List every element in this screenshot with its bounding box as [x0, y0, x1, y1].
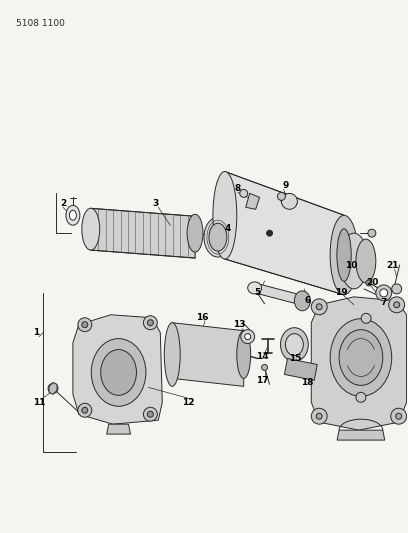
Circle shape: [389, 297, 405, 313]
Text: 10: 10: [345, 261, 357, 270]
Text: 18: 18: [301, 378, 313, 387]
Circle shape: [82, 322, 88, 328]
Circle shape: [245, 334, 251, 340]
Circle shape: [311, 408, 327, 424]
Polygon shape: [106, 424, 131, 434]
Ellipse shape: [187, 214, 203, 252]
Ellipse shape: [164, 322, 180, 386]
Polygon shape: [172, 322, 244, 386]
Polygon shape: [73, 315, 162, 424]
Text: 21: 21: [386, 261, 399, 270]
Circle shape: [368, 229, 376, 237]
Ellipse shape: [337, 229, 351, 281]
Text: 2: 2: [60, 199, 66, 208]
Circle shape: [48, 383, 58, 393]
Ellipse shape: [91, 338, 146, 406]
Text: 8: 8: [235, 184, 241, 193]
Circle shape: [380, 289, 388, 297]
Polygon shape: [284, 359, 317, 381]
Polygon shape: [246, 193, 259, 209]
Circle shape: [78, 318, 92, 332]
Circle shape: [392, 284, 401, 294]
Ellipse shape: [340, 233, 368, 289]
Ellipse shape: [209, 223, 227, 251]
Ellipse shape: [298, 294, 310, 308]
Circle shape: [311, 299, 327, 315]
Text: 6: 6: [304, 296, 310, 305]
Circle shape: [394, 302, 400, 308]
Circle shape: [262, 365, 268, 370]
Polygon shape: [337, 430, 385, 440]
Ellipse shape: [248, 282, 262, 294]
Circle shape: [316, 304, 322, 310]
Ellipse shape: [66, 205, 80, 225]
Text: 20: 20: [367, 278, 379, 287]
Ellipse shape: [237, 330, 251, 378]
Ellipse shape: [356, 239, 376, 283]
Ellipse shape: [82, 208, 100, 250]
Ellipse shape: [339, 330, 383, 385]
Ellipse shape: [280, 328, 308, 361]
Text: 17: 17: [256, 376, 269, 385]
Circle shape: [356, 392, 366, 402]
Circle shape: [316, 413, 322, 419]
Ellipse shape: [204, 217, 232, 257]
Ellipse shape: [330, 319, 392, 397]
Circle shape: [282, 193, 297, 209]
Text: 19: 19: [335, 288, 347, 297]
Text: 3: 3: [152, 199, 158, 208]
Circle shape: [391, 408, 407, 424]
Circle shape: [396, 413, 401, 419]
Text: 1: 1: [33, 328, 39, 337]
Circle shape: [366, 280, 372, 286]
Ellipse shape: [286, 334, 303, 356]
Text: 14: 14: [256, 352, 269, 361]
Circle shape: [361, 313, 371, 324]
Ellipse shape: [101, 350, 136, 395]
Text: 13: 13: [233, 320, 246, 329]
Circle shape: [376, 285, 392, 301]
Text: 16: 16: [196, 313, 208, 322]
Circle shape: [82, 407, 88, 413]
Circle shape: [144, 316, 157, 330]
Circle shape: [266, 230, 273, 236]
Ellipse shape: [213, 172, 237, 259]
Text: 15: 15: [289, 354, 302, 363]
Circle shape: [144, 407, 157, 421]
Polygon shape: [311, 297, 407, 430]
Ellipse shape: [295, 291, 310, 311]
Polygon shape: [49, 382, 57, 394]
Ellipse shape: [330, 215, 358, 295]
Circle shape: [147, 411, 153, 417]
Circle shape: [78, 403, 92, 417]
Circle shape: [241, 330, 255, 344]
Text: 11: 11: [33, 398, 45, 407]
Text: 12: 12: [182, 398, 194, 407]
Text: 5: 5: [255, 288, 261, 297]
Ellipse shape: [69, 211, 76, 220]
Text: 5108 1100: 5108 1100: [16, 19, 65, 28]
Polygon shape: [225, 172, 344, 295]
Text: 4: 4: [225, 224, 231, 233]
Text: 9: 9: [282, 181, 288, 190]
Polygon shape: [255, 283, 304, 306]
Text: 7: 7: [381, 298, 387, 308]
Circle shape: [277, 192, 286, 200]
Circle shape: [240, 189, 248, 197]
Polygon shape: [91, 208, 195, 258]
Circle shape: [147, 320, 153, 326]
